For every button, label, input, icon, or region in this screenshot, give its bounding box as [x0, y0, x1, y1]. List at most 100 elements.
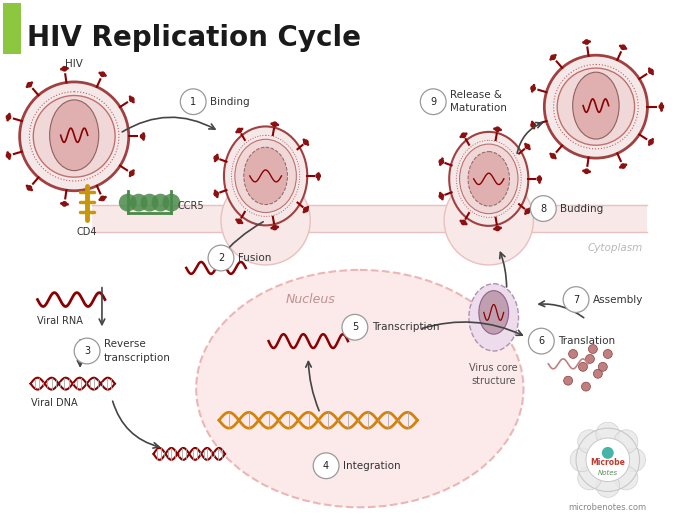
Text: Assembly: Assembly	[593, 295, 643, 305]
Circle shape	[214, 192, 218, 196]
Circle shape	[577, 430, 602, 453]
Circle shape	[439, 160, 443, 164]
Circle shape	[598, 363, 607, 371]
Circle shape	[622, 448, 645, 472]
Circle shape	[6, 153, 11, 158]
Circle shape	[495, 127, 500, 132]
Text: Binding: Binding	[210, 97, 250, 107]
Circle shape	[594, 369, 602, 378]
Text: CCR5: CCR5	[177, 200, 204, 211]
Circle shape	[551, 154, 555, 158]
Ellipse shape	[244, 147, 288, 205]
Text: 2: 2	[218, 253, 224, 263]
Circle shape	[237, 219, 241, 223]
Circle shape	[461, 220, 466, 225]
Circle shape	[614, 430, 638, 453]
Text: Nucleus: Nucleus	[286, 293, 335, 306]
Text: Release &
Maturation: Release & Maturation	[450, 90, 507, 113]
Circle shape	[237, 128, 241, 133]
Circle shape	[649, 69, 653, 74]
Circle shape	[588, 344, 597, 353]
Circle shape	[530, 196, 556, 221]
Circle shape	[551, 55, 555, 60]
Text: 6: 6	[539, 336, 545, 346]
Text: Notes: Notes	[598, 470, 618, 476]
Circle shape	[63, 67, 67, 71]
Text: Reverse
transcription: Reverse transcription	[104, 339, 171, 363]
Text: 3: 3	[84, 346, 90, 356]
Ellipse shape	[221, 176, 310, 265]
Circle shape	[596, 473, 619, 497]
Circle shape	[130, 194, 148, 211]
Circle shape	[614, 466, 638, 490]
Circle shape	[596, 422, 619, 446]
Text: Microbe: Microbe	[590, 458, 625, 467]
Text: 1: 1	[190, 97, 197, 107]
Circle shape	[101, 196, 105, 200]
Circle shape	[585, 354, 594, 363]
Circle shape	[130, 97, 134, 102]
Circle shape	[101, 72, 105, 77]
Text: 9: 9	[430, 97, 437, 107]
Circle shape	[304, 140, 308, 145]
Text: HIV Replication Cycle: HIV Replication Cycle	[27, 24, 360, 52]
Ellipse shape	[197, 270, 524, 507]
Text: Viral DNA: Viral DNA	[31, 398, 77, 409]
Circle shape	[563, 286, 589, 312]
Circle shape	[577, 466, 602, 490]
Circle shape	[570, 448, 594, 472]
Circle shape	[564, 376, 573, 385]
Circle shape	[313, 453, 339, 479]
Circle shape	[208, 245, 234, 271]
Circle shape	[141, 194, 158, 211]
Text: 7: 7	[573, 295, 579, 305]
Ellipse shape	[479, 291, 509, 334]
Circle shape	[621, 45, 626, 49]
Circle shape	[6, 115, 11, 119]
Circle shape	[581, 382, 590, 391]
Ellipse shape	[235, 139, 296, 212]
Circle shape	[152, 194, 169, 211]
Circle shape	[304, 207, 308, 212]
Ellipse shape	[224, 126, 307, 225]
Circle shape	[568, 350, 577, 358]
Circle shape	[659, 105, 664, 109]
Circle shape	[180, 89, 206, 114]
Circle shape	[586, 438, 630, 482]
Circle shape	[63, 202, 67, 206]
Ellipse shape	[573, 72, 619, 139]
Circle shape	[163, 194, 180, 211]
Circle shape	[525, 145, 530, 149]
Circle shape	[74, 338, 100, 364]
Circle shape	[537, 177, 541, 181]
Circle shape	[649, 140, 653, 144]
Circle shape	[579, 363, 588, 371]
Circle shape	[495, 226, 500, 231]
Text: Fusion: Fusion	[238, 253, 271, 263]
Circle shape	[316, 174, 320, 178]
Bar	[3, 3, 20, 54]
Circle shape	[27, 82, 31, 87]
Circle shape	[544, 55, 647, 158]
Text: Integration: Integration	[343, 461, 401, 471]
Circle shape	[273, 225, 277, 229]
Text: Virus core
structure: Virus core structure	[469, 363, 518, 386]
Text: Cytoplasm: Cytoplasm	[588, 243, 643, 253]
Circle shape	[439, 194, 443, 198]
Circle shape	[214, 156, 218, 160]
Circle shape	[621, 164, 626, 168]
Circle shape	[342, 314, 368, 340]
Circle shape	[531, 123, 535, 127]
Circle shape	[33, 95, 115, 177]
Circle shape	[20, 82, 129, 191]
Ellipse shape	[468, 152, 509, 206]
Circle shape	[528, 328, 554, 354]
Ellipse shape	[449, 132, 528, 226]
Text: 8: 8	[541, 204, 547, 213]
Circle shape	[557, 68, 634, 145]
Text: 5: 5	[352, 322, 358, 332]
Text: Translation: Translation	[558, 336, 615, 346]
Text: Viral RNA: Viral RNA	[37, 316, 84, 326]
Text: HIV: HIV	[65, 59, 83, 69]
Circle shape	[130, 171, 134, 176]
